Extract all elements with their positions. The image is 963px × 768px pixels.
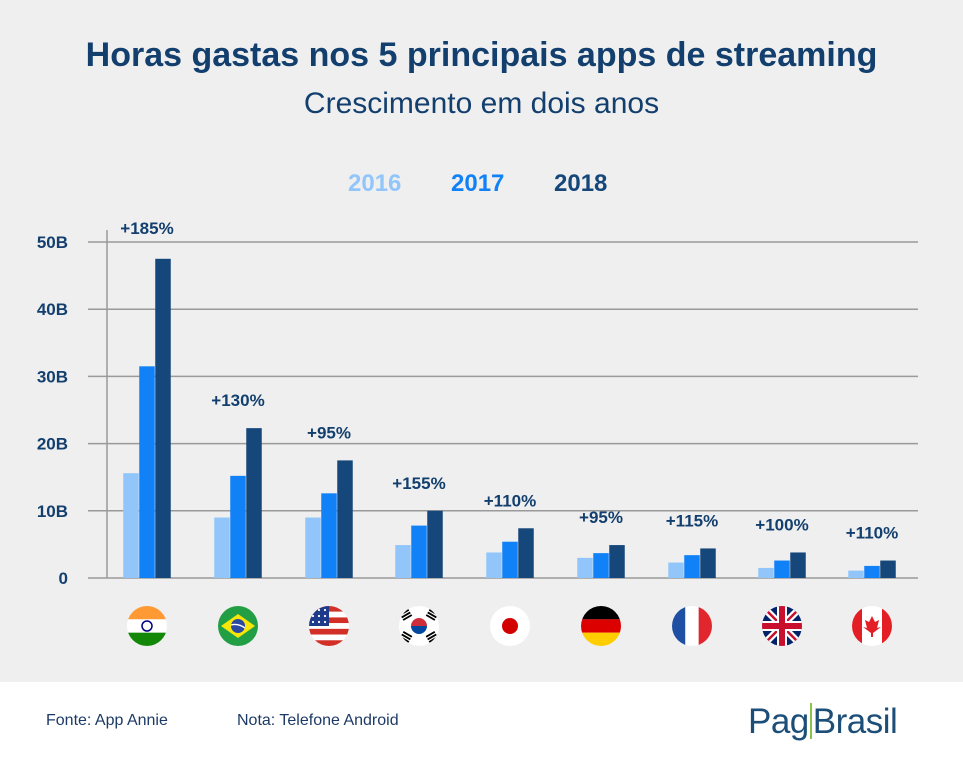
pagbrasil-logo: Pag Brasil — [748, 702, 898, 742]
germany-flag-icon — [581, 606, 621, 646]
chart-subtitle: Crescimento em dois anos — [303, 87, 660, 120]
y-tick-label: 0 — [59, 569, 68, 588]
bar-2017-france — [684, 555, 700, 578]
y-tick-label: 40B — [37, 300, 68, 319]
bar-2017-germany — [593, 553, 609, 578]
bar-2016-usa — [305, 517, 321, 578]
growth-label: +185% — [120, 219, 173, 238]
bar-2018-usa — [337, 460, 353, 578]
bar-2016-uk — [758, 567, 774, 578]
legend-2017: 2017 — [451, 170, 505, 197]
bar-2017-japan — [502, 541, 518, 578]
bar-2016-canada — [848, 570, 864, 578]
growth-label: +95% — [307, 423, 351, 442]
south-korea-flag-icon — [399, 606, 439, 646]
usa-flag-icon — [309, 606, 349, 646]
bar-2018-india — [155, 258, 171, 578]
bar-2018-uk — [790, 552, 806, 578]
legend-2016: 2016 — [348, 170, 402, 197]
bar-2018-france — [700, 548, 716, 578]
bar-2018-japan — [518, 528, 534, 578]
brazil-flag-icon — [218, 606, 258, 646]
canada-flag-icon — [852, 606, 892, 646]
growth-label: +110% — [484, 491, 536, 510]
y-tick-label: 30B — [37, 367, 68, 386]
bar-2016-india — [123, 473, 139, 578]
bar-2018-brazil — [246, 428, 262, 578]
bar-2017-india — [139, 366, 155, 578]
chart-title: Horas gastas nos 5 principais apps de st… — [85, 36, 878, 74]
bar-2017-canada — [864, 565, 880, 578]
bar-2018-canada — [880, 560, 896, 578]
source-note: Fonte: App Annie — [46, 712, 168, 729]
uk-flag-icon — [762, 606, 802, 646]
france-flag-icon — [672, 606, 712, 646]
growth-label: +100% — [755, 515, 808, 534]
android-note: Nota: Telefone Android — [237, 712, 399, 729]
bar-2018-south-korea — [427, 510, 443, 578]
bar-2017-south-korea — [411, 525, 427, 578]
india-flag-icon — [127, 606, 167, 646]
bar-2016-france — [668, 562, 684, 578]
bar-chart: 0 10B 20B 30B 40B 50B +185% +130% +95% +155% +110%… — [37, 219, 918, 646]
legend-2018: 2018 — [554, 170, 608, 197]
bar-2018-germany — [609, 545, 625, 578]
growth-label: +155% — [392, 474, 445, 493]
logo-left-text: Pag — [748, 702, 809, 741]
growth-label: +115% — [666, 511, 718, 530]
bar-2017-brazil — [230, 475, 246, 578]
growth-label: +130% — [211, 391, 264, 410]
bar-2016-brazil — [214, 517, 230, 578]
japan-flag-icon — [490, 606, 530, 646]
bar-2016-south-korea — [395, 545, 411, 578]
y-tick-label: 20B — [37, 435, 68, 454]
logo-divider — [809, 703, 812, 739]
y-tick-label: 10B — [37, 502, 68, 521]
growth-label: +110% — [846, 524, 898, 543]
bar-2016-japan — [486, 552, 502, 578]
growth-label: +95% — [579, 508, 623, 527]
bar-2017-uk — [774, 560, 790, 578]
y-tick-label: 50B — [37, 233, 68, 252]
bar-2017-usa — [321, 493, 337, 578]
logo-right-text: Brasil — [812, 702, 898, 741]
bar-2016-germany — [577, 557, 593, 578]
